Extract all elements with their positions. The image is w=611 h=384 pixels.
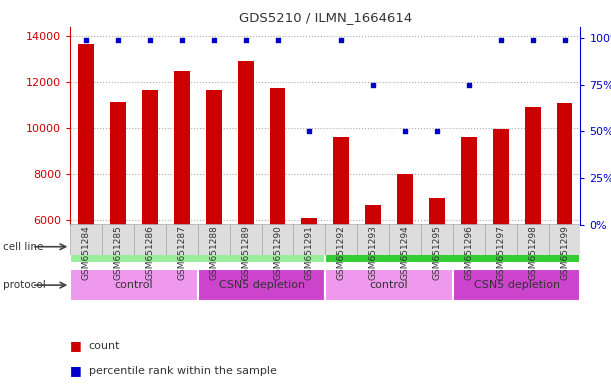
Text: GSM651299: GSM651299 <box>560 225 569 280</box>
Bar <box>206 90 222 225</box>
Bar <box>325 269 453 301</box>
Point <box>177 37 187 43</box>
Bar <box>325 224 357 255</box>
Text: GSM651291: GSM651291 <box>305 225 314 280</box>
Text: GSM651285: GSM651285 <box>114 225 123 280</box>
Text: HepG2: HepG2 <box>177 240 219 253</box>
Text: control: control <box>370 280 408 290</box>
Text: count: count <box>89 341 120 351</box>
Text: GSM651289: GSM651289 <box>241 225 250 280</box>
Text: ■: ■ <box>70 339 82 352</box>
Bar <box>549 224 580 255</box>
Bar <box>293 224 325 255</box>
Point <box>241 37 251 43</box>
Bar <box>301 218 317 225</box>
Text: GSM651287: GSM651287 <box>177 225 186 280</box>
Bar <box>325 230 580 263</box>
Bar <box>365 205 381 225</box>
Text: CSN5 depletion: CSN5 depletion <box>474 280 560 290</box>
Bar <box>110 102 126 225</box>
Bar <box>517 224 549 255</box>
Bar <box>230 224 262 255</box>
Text: GSM651288: GSM651288 <box>209 225 218 280</box>
Bar <box>357 224 389 255</box>
Bar <box>334 137 349 225</box>
Bar <box>453 224 485 255</box>
Bar <box>421 224 453 255</box>
Text: control: control <box>115 280 153 290</box>
Point <box>113 37 123 43</box>
Text: GSM651286: GSM651286 <box>145 225 155 280</box>
Bar <box>102 224 134 255</box>
Bar <box>198 269 325 301</box>
Text: cell line: cell line <box>3 242 43 252</box>
Bar <box>166 224 198 255</box>
Text: GSM651294: GSM651294 <box>401 225 409 280</box>
Text: GSM651293: GSM651293 <box>368 225 378 280</box>
Bar <box>70 224 102 255</box>
Bar <box>269 88 285 225</box>
Bar <box>70 269 198 301</box>
Point <box>304 128 314 134</box>
Bar <box>70 230 325 263</box>
Bar <box>198 224 230 255</box>
Point <box>560 37 569 43</box>
Bar <box>429 198 445 225</box>
Point <box>273 37 282 43</box>
Bar <box>453 269 580 301</box>
Text: GSM651295: GSM651295 <box>433 225 442 280</box>
Bar <box>397 174 413 225</box>
Point <box>400 128 410 134</box>
Text: percentile rank within the sample: percentile rank within the sample <box>89 366 276 376</box>
Bar <box>142 90 158 225</box>
Bar <box>262 224 293 255</box>
Bar <box>389 224 421 255</box>
Text: GSM651296: GSM651296 <box>464 225 474 280</box>
Point <box>528 37 538 43</box>
Text: GSM651284: GSM651284 <box>82 225 90 280</box>
Text: GSM651298: GSM651298 <box>528 225 537 280</box>
Text: GSM651292: GSM651292 <box>337 225 346 280</box>
Text: CSN5 depletion: CSN5 depletion <box>219 280 305 290</box>
Point <box>81 37 91 43</box>
Bar <box>134 224 166 255</box>
Title: GDS5210 / ILMN_1664614: GDS5210 / ILMN_1664614 <box>239 11 412 24</box>
Text: ■: ■ <box>70 364 82 377</box>
Text: GSM651297: GSM651297 <box>496 225 505 280</box>
Bar <box>485 224 517 255</box>
Bar <box>557 103 573 225</box>
Point <box>464 82 474 88</box>
Point <box>209 37 219 43</box>
Point <box>496 37 506 43</box>
Point <box>368 82 378 88</box>
Point <box>145 37 155 43</box>
Bar <box>525 108 541 225</box>
Bar <box>461 137 477 225</box>
Text: Huh7: Huh7 <box>436 240 469 253</box>
Bar <box>78 44 94 225</box>
Text: protocol: protocol <box>3 280 46 290</box>
Bar <box>174 71 190 225</box>
Text: GSM651290: GSM651290 <box>273 225 282 280</box>
Point <box>337 37 346 43</box>
Point <box>432 128 442 134</box>
Bar <box>238 61 254 225</box>
Bar <box>492 129 509 225</box>
